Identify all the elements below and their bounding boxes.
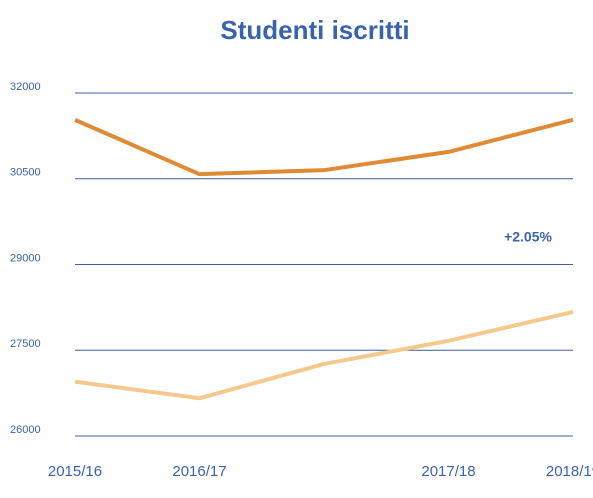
y-tick-label: 27500 [10,338,41,350]
x-tick-label: 2018/19 [546,463,593,480]
y-tick-label: 30500 [10,167,41,179]
y-tick-label: 26000 [10,424,41,436]
x-tick-label: 2016/17 [172,463,226,480]
y-tick-label: 29000 [10,252,41,264]
x-tick-label: 2017/18 [421,463,475,480]
y-tick-label: 32000 [10,81,41,93]
chart-title: Studenti iscritti [220,15,409,45]
line-series [74,309,574,401]
x-tick-label: 2015/16 [48,463,102,480]
line-series [74,117,574,177]
annotation: +2.05% [504,229,552,245]
